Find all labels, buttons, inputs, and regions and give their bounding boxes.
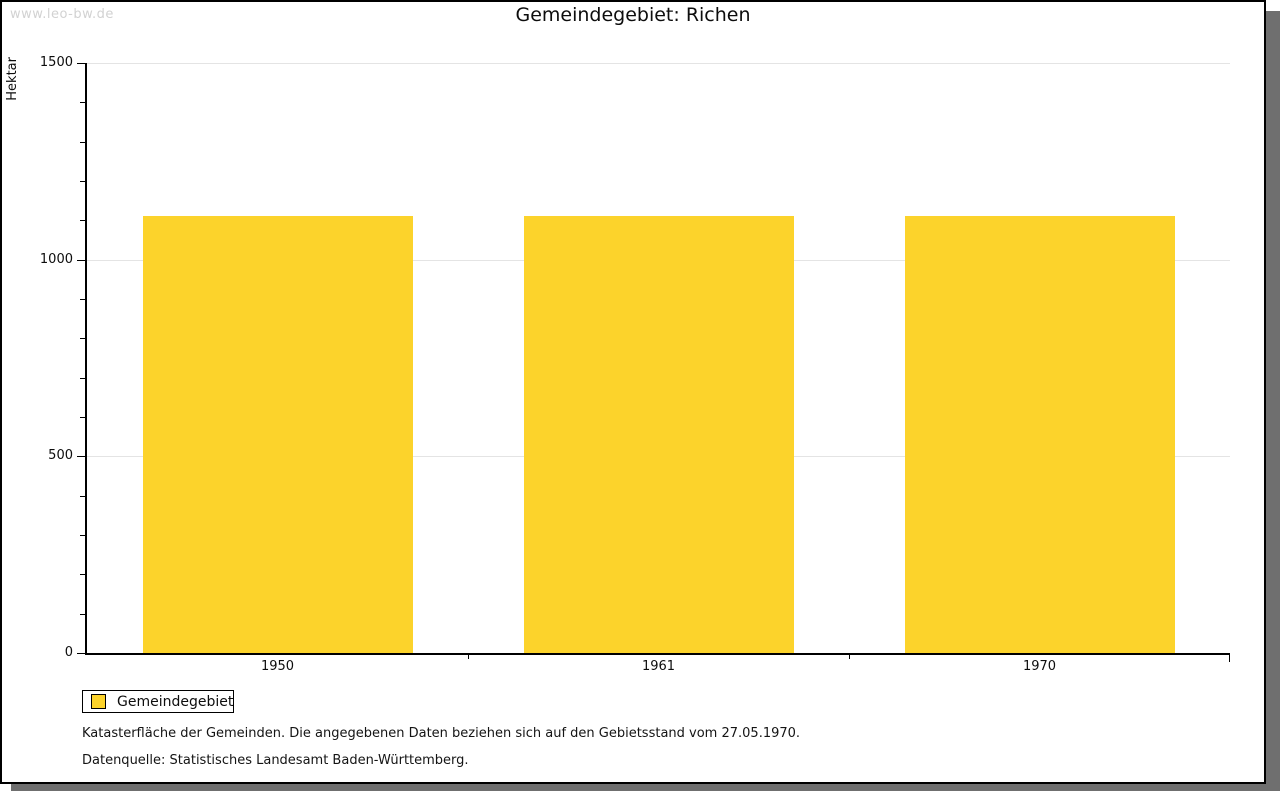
chart-title: Gemeindegebiet: Richen — [515, 4, 751, 26]
y-axis-minor-tick — [80, 338, 85, 340]
y-axis-minor-tick — [80, 377, 85, 379]
x-axis-boundary-tick — [468, 653, 469, 659]
x-axis-end-tick — [1229, 653, 1230, 662]
y-axis-title: Hektar — [5, 57, 20, 101]
leo-bw-watermark: www.leo-bw.de — [10, 7, 114, 22]
legend-series-label: Gemeindegebiet — [117, 693, 234, 710]
y-axis-major-tick — [77, 259, 85, 261]
y-axis-tick-label: 1000 — [39, 251, 73, 267]
x-axis-boundary-tick — [849, 653, 850, 659]
x-axis-label-1961: 1961 — [641, 659, 676, 674]
y-axis-tick-label: 0 — [64, 645, 73, 660]
y-axis-tick-label: 500 — [48, 448, 73, 464]
y-axis-minor-tick — [80, 141, 85, 143]
y-axis-minor-tick — [80, 220, 85, 222]
footer-datasource: Datenquelle: Statistisches Landesamt Bad… — [82, 753, 469, 768]
y-axis-tick-label: 1500 — [39, 55, 73, 70]
gridline-1500 — [87, 63, 1230, 64]
bar-1961 — [523, 216, 794, 653]
y-axis-minor-tick — [80, 535, 85, 536]
y-axis-major-tick — [77, 653, 85, 654]
y-axis-minor-tick — [80, 299, 85, 300]
x-axis-label-1970: 1970 — [1022, 659, 1057, 674]
bar-1970 — [904, 216, 1175, 653]
legend-color-swatch-icon — [91, 694, 106, 709]
y-axis-minor-tick — [80, 613, 85, 615]
y-axis-minor-tick — [80, 181, 85, 182]
y-axis-major-tick — [77, 63, 85, 64]
plot-area: 0 500 1000 1500 1950 1961 1970 — [40, 56, 1230, 674]
footer-description: Katasterfläche der Gemeinden. Die angege… — [82, 726, 801, 741]
y-axis-minor-tick — [80, 495, 85, 497]
x-axis-label-1950: 1950 — [260, 659, 295, 674]
y-axis-minor-tick — [80, 417, 85, 418]
legend-box: Gemeindegebiet — [82, 690, 234, 713]
bar-1950 — [142, 216, 413, 653]
y-axis-major-tick — [77, 456, 85, 458]
y-axis-minor-tick — [80, 102, 85, 104]
y-axis-minor-tick — [80, 574, 85, 576]
